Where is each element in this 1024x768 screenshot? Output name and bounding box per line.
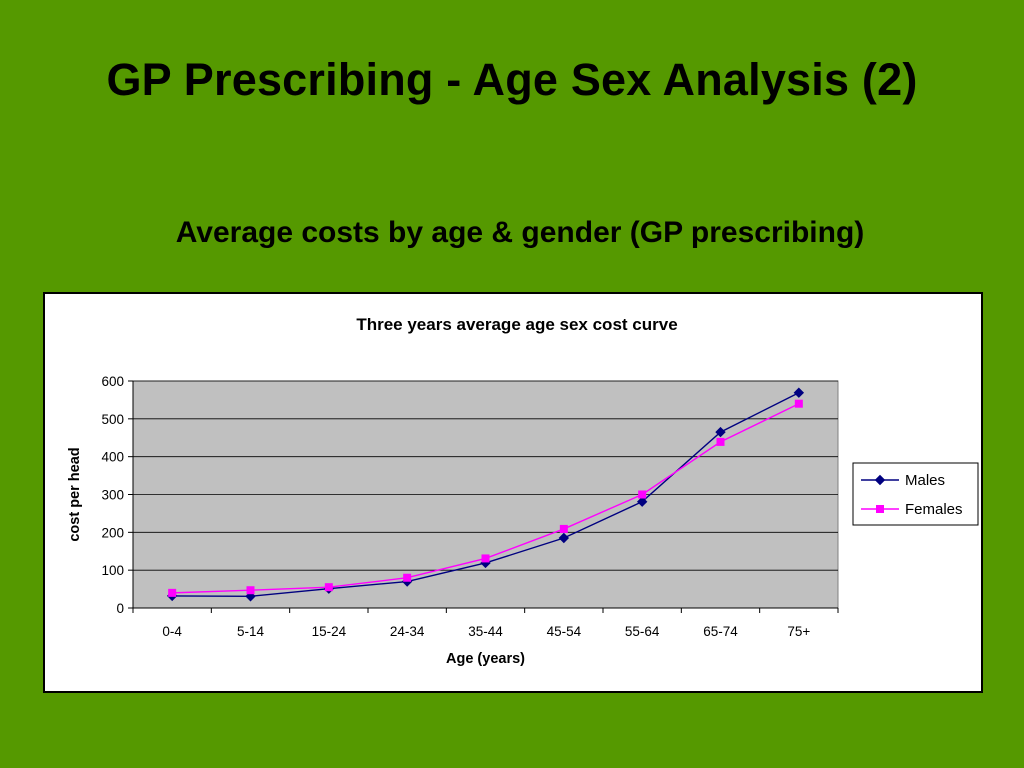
y-tick-label: 200	[101, 525, 124, 540]
y-axis-ticks: 0 100 200 300 400 500 600	[101, 374, 133, 616]
x-tick-label: 24-34	[390, 624, 425, 639]
x-tick-label: 75+	[787, 624, 810, 639]
data-point	[638, 490, 647, 499]
y-axis-title: cost per head	[67, 447, 83, 541]
x-tick-label: 5-14	[237, 624, 265, 639]
series-layer	[166, 387, 805, 602]
series-females	[168, 399, 803, 597]
data-point	[246, 586, 255, 595]
data-point	[716, 437, 725, 446]
legend-item: Males	[861, 472, 945, 489]
data-point	[558, 532, 570, 544]
y-tick-label: 100	[101, 563, 124, 578]
legend-label: Females	[905, 501, 963, 518]
legend-marker	[874, 474, 886, 486]
x-tick-label: 35-44	[468, 624, 503, 639]
slide-title: GP Prescribing - Age Sex Analysis (2)	[106, 54, 918, 105]
slide-subtitle: Average costs by age & gender (GP prescr…	[175, 216, 865, 249]
data-point	[794, 399, 803, 408]
gridlines	[133, 380, 838, 571]
chart-title: Three years average age sex cost curve	[356, 315, 677, 334]
x-axis-title: Age (years)	[446, 651, 525, 667]
data-point	[636, 496, 648, 507]
x-axis-ticks: 0-4 5-14 15-24 24-34 35-44 45-54 55-64 65-74 75+	[132, 608, 839, 639]
line-chart: Three years average age sex cost curve 0…	[67, 315, 979, 667]
data-point	[324, 583, 333, 592]
legend-marker	[876, 505, 884, 513]
legend-item: Females	[861, 501, 963, 518]
legend-box	[852, 462, 979, 526]
y-tick-label: 300	[101, 488, 124, 503]
y-tick-label: 500	[101, 412, 124, 427]
x-tick-label: 55-64	[625, 624, 660, 639]
x-tick-label: 65-74	[703, 624, 738, 639]
y-tick-label: 600	[101, 374, 124, 389]
y-tick-label: 0	[116, 601, 124, 616]
legend: Males Females	[852, 462, 979, 526]
data-point	[481, 554, 490, 563]
data-point	[793, 387, 805, 398]
data-point	[715, 426, 726, 438]
x-tick-label: 15-24	[312, 624, 347, 639]
chart-panel: Three years average age sex cost curve 0…	[43, 292, 983, 693]
data-point	[168, 588, 177, 597]
data-point	[559, 524, 568, 533]
y-tick-label: 400	[101, 450, 124, 465]
legend-label: Males	[905, 472, 945, 489]
x-tick-label: 45-54	[547, 624, 582, 639]
x-tick-label: 0-4	[162, 624, 182, 639]
data-point	[403, 573, 412, 582]
